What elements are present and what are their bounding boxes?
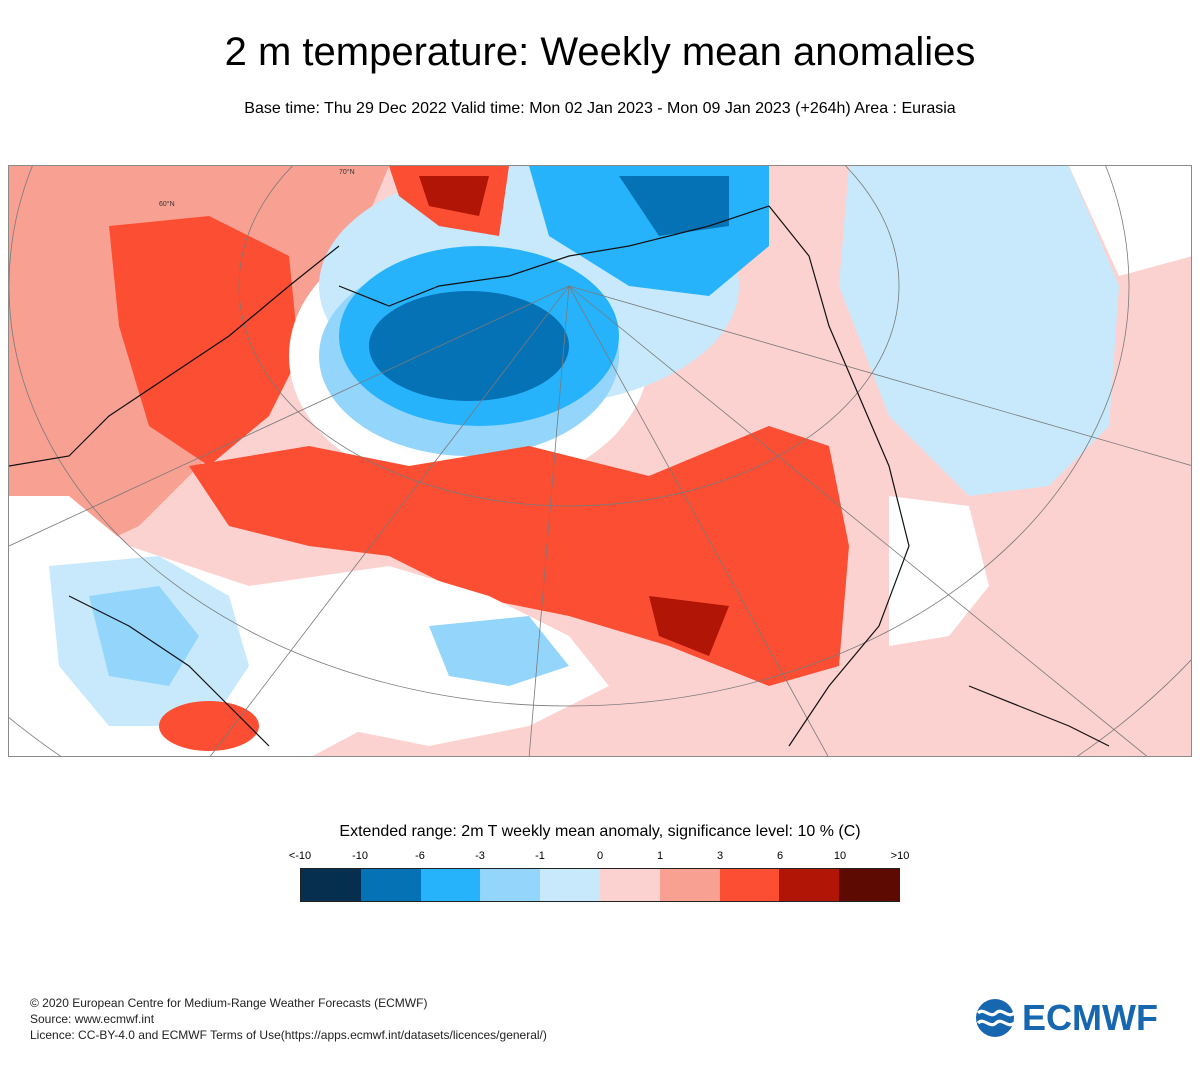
map-title: 2 m temperature: Weekly mean anomalies: [224, 30, 976, 74]
graticule-label-60n: 60°N: [159, 200, 175, 208]
anomaly-hot-barents-core: [419, 176, 489, 216]
anomaly-warm-russia: [109, 216, 299, 466]
ecmwf-logo-icon: [976, 999, 1016, 1037]
legend-title: Extended range: 2m T weekly mean anomaly…: [339, 823, 861, 840]
map-subtitle: Base time: Thu 29 Dec 2022 Valid time: M…: [244, 100, 956, 117]
anomaly-map-canvas: 70°N 60°N: [9, 166, 1191, 756]
legend-tick: -3: [475, 850, 485, 862]
footer-copyright: © 2020 European Centre for Medium-Range …: [30, 996, 428, 1010]
legend-swatch: [599, 869, 660, 901]
legend-swatch: [480, 869, 541, 901]
legend-tick: >10: [890, 850, 910, 862]
legend-colorbar: [300, 868, 900, 902]
legend-tick: 6: [776, 850, 784, 862]
anomaly-cool-pacific: [839, 166, 1119, 496]
anomaly-neutral-middle-east: [249, 566, 609, 746]
legend-tick: 3: [716, 850, 724, 862]
ecmwf-logo: ECMWF: [972, 997, 1158, 1038]
legend-swatch: [659, 869, 720, 901]
legend-swatch: [779, 869, 840, 901]
legend-tick: <-10: [288, 850, 312, 862]
legend-ticks: <-10 -10 -6 -3 -1 0 1 3 6 10 >10: [289, 850, 910, 864]
ecmwf-logo-text: ECMWF: [1022, 997, 1158, 1038]
legend-swatch: [540, 869, 600, 901]
graticule: [9, 166, 1191, 756]
footer-licence: Licence: CC-BY-4.0 and ECMWF Terms of Us…: [30, 1028, 547, 1042]
legend-swatch: [301, 869, 361, 901]
coastlines: [9, 205, 1110, 747]
legend-swatch: [719, 869, 780, 901]
footer-source: Source: www.ecmwf.int: [30, 1012, 155, 1026]
legend-swatch: [360, 869, 421, 901]
anomaly-neutral-japan: [889, 496, 989, 646]
footer: © 2020 European Centre for Medium-Range …: [30, 995, 547, 1043]
legend-tick: -6: [415, 850, 425, 862]
legend-swatch: [420, 869, 481, 901]
anomaly-cold-arctic-core: [619, 176, 729, 236]
anomaly-hot-tibet: [649, 596, 729, 656]
anomaly-map: 70°N 60°N: [8, 165, 1192, 757]
legend-tick: 1: [656, 850, 664, 862]
graticule-label-70n: 70°N: [339, 168, 355, 176]
legend-tick: -1: [535, 850, 545, 862]
legend-swatch: [839, 869, 899, 901]
anomaly-warm-north-africa: [159, 701, 259, 751]
legend-tick: 0: [596, 850, 604, 862]
legend-tick: 10: [833, 850, 847, 862]
anomaly-cold-siberia-core: [369, 291, 569, 401]
anomaly-cool-central-asia: [429, 616, 569, 686]
anomaly-neutral-north-pacific: [1069, 166, 1191, 276]
legend-tick: -10: [352, 850, 368, 862]
